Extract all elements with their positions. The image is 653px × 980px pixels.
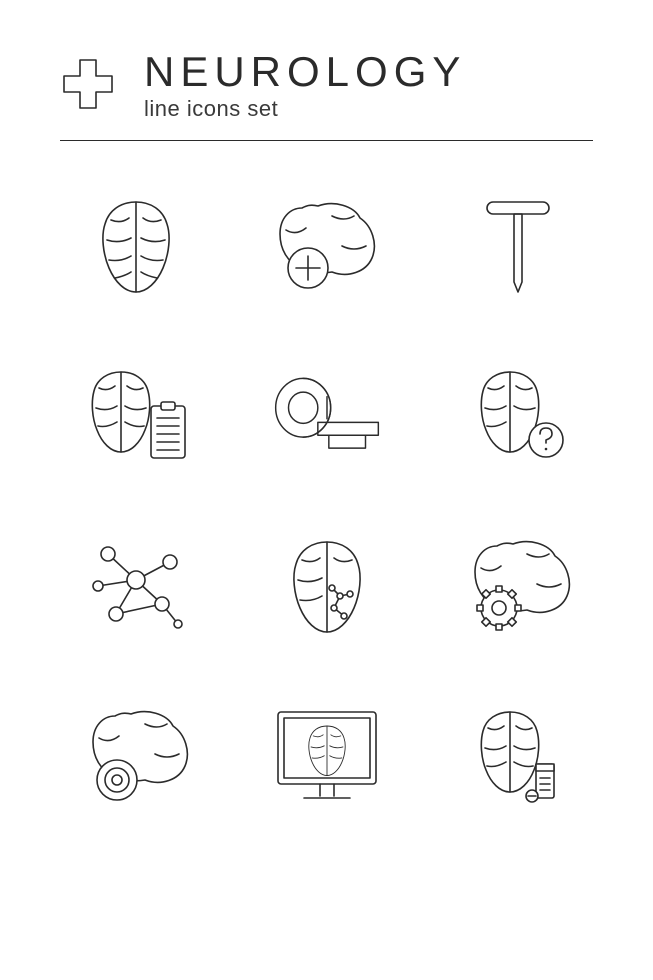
brain-circuit-icon [272, 531, 382, 641]
brain-monitor-icon [272, 701, 382, 811]
medical-cross-icon [60, 56, 116, 112]
brain-icon [81, 191, 191, 301]
icon-grid [60, 191, 593, 811]
neurons-network-icon [81, 531, 191, 641]
brain-clipboard-icon [81, 361, 191, 471]
brain-gear-icon [463, 531, 573, 641]
page-subtitle: line icons set [144, 96, 466, 122]
brain-plus-icon [272, 191, 382, 301]
page-title: NEUROLOGY [144, 50, 466, 94]
divider [60, 140, 593, 141]
brain-question-icon [463, 361, 573, 471]
brain-target-icon [81, 701, 191, 811]
reflex-hammer-icon [463, 191, 573, 301]
brain-pills-icon [463, 701, 573, 811]
mri-scanner-icon [272, 361, 382, 471]
header: NEUROLOGY line icons set [60, 50, 593, 122]
